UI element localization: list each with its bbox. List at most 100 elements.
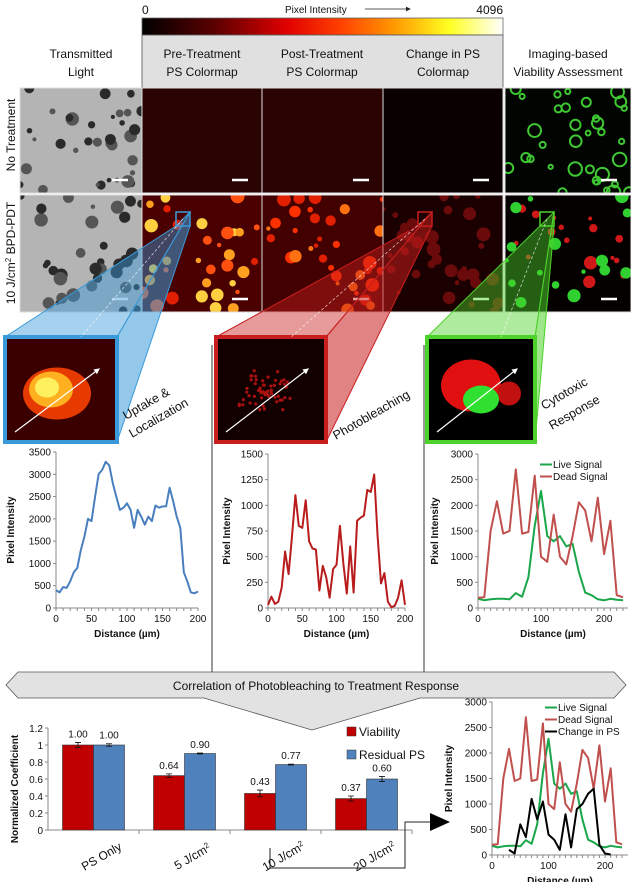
cell-blob (610, 180, 619, 189)
cell-blob (235, 289, 240, 295)
superscript: 2 (202, 840, 211, 850)
cell-blob (558, 224, 564, 230)
legend-swatch (346, 749, 357, 760)
cell-blob (463, 207, 477, 221)
cell-blob (454, 280, 460, 286)
speckle (252, 394, 256, 398)
dashed-guide (80, 218, 184, 338)
speckle (269, 384, 273, 388)
cell-blob (595, 254, 609, 267)
cell-blob (26, 127, 33, 134)
cell-blob (622, 208, 631, 218)
speckle (254, 402, 258, 406)
cell-blob (229, 279, 236, 287)
speckle (249, 378, 253, 382)
y-tick-label: 0 (467, 604, 473, 615)
cell-blob (527, 196, 534, 202)
cell-blob (538, 140, 547, 149)
x-category-label: 10 J/cm2 (260, 838, 308, 874)
cell-blob (44, 259, 51, 267)
cell-blob (99, 88, 111, 100)
data-label: 1.00 (99, 731, 119, 742)
cell-blob (99, 241, 108, 250)
cell-blob (129, 170, 136, 176)
colorbar-min-label: 0 (142, 3, 149, 17)
micrograph-background (262, 195, 383, 312)
cell-blob (580, 96, 592, 108)
dead-signal-region (497, 381, 521, 406)
cell-blob (129, 124, 141, 136)
micrograph-background (262, 88, 383, 193)
cell-blob (20, 181, 24, 189)
cell-blob (230, 195, 245, 204)
cell-blob (593, 179, 600, 186)
micrograph-panel (141, 87, 263, 194)
series-line-dead-signal (491, 716, 623, 846)
x-tick-label: 150 (154, 614, 171, 625)
cell-blob (383, 206, 386, 212)
speckle (253, 374, 258, 378)
profile-line-arrow (436, 368, 518, 433)
cell-blob (36, 203, 47, 214)
cell-blob (277, 195, 291, 207)
cell-blob (136, 105, 142, 117)
speckle (282, 378, 286, 382)
y-tick-label: 2500 (465, 723, 488, 734)
cell-blob (163, 205, 171, 213)
line-chart: 0 500 1000 1500 2000 2500 3000 0 100 200 Distance … (444, 698, 628, 882)
speckle (272, 383, 276, 387)
header-viability-1: Imaging-based (528, 47, 607, 61)
cell-blob (20, 195, 25, 200)
cell-blob (251, 257, 259, 266)
cell-blob (216, 242, 222, 248)
cell-blob (24, 88, 35, 94)
cell-blob (591, 114, 601, 123)
cell-blob (201, 278, 212, 288)
y-tick-label: 2500 (451, 475, 474, 486)
micrograph-content (383, 88, 503, 193)
cell-blob (227, 303, 239, 312)
speckle (245, 386, 249, 390)
x-axis-label: Distance (µm) (520, 629, 586, 640)
legend-label: Change in PS (558, 727, 620, 738)
speckle (276, 370, 280, 374)
series-line-dead-signal (477, 468, 624, 599)
speckle (273, 395, 277, 399)
cell-blob (308, 195, 322, 204)
cell-blob (492, 297, 503, 309)
speckle (247, 394, 251, 398)
panel-border (504, 87, 631, 194)
cell-blob (308, 246, 314, 252)
y-tick-label: 3000 (465, 698, 488, 709)
cell-blob (110, 200, 124, 214)
speckle (258, 386, 262, 390)
cell-blob (531, 210, 540, 219)
error-bar (197, 752, 203, 755)
y-tick-label: 2000 (465, 749, 488, 760)
cell-blob (223, 249, 235, 261)
series-line-change-in-ps (508, 787, 611, 856)
cell-blob (597, 127, 606, 137)
cell-blob (475, 195, 481, 199)
header-change-2: Colormap (417, 65, 469, 79)
speckle (248, 401, 252, 405)
cell-blob (569, 118, 582, 132)
x-category-label: 5 J/cm2 (172, 840, 214, 873)
cell-blob (221, 259, 234, 272)
speckle (245, 390, 249, 394)
cell-blob (568, 134, 583, 148)
x-tick-label: 100 (533, 614, 550, 625)
speckle (241, 403, 245, 407)
cell-blob (379, 196, 383, 202)
micrograph-content (142, 88, 262, 193)
micrograph-panel (382, 87, 504, 194)
cell-blob (581, 269, 586, 274)
y-axis-label: Pixel Intensity (444, 744, 455, 812)
cell-blob (509, 88, 522, 96)
micrograph-content (505, 195, 631, 312)
cell-blob (66, 288, 81, 302)
header-viability-2: Viability Assessment (513, 65, 623, 79)
cell-blob (92, 137, 102, 147)
cell-blob (411, 269, 421, 279)
